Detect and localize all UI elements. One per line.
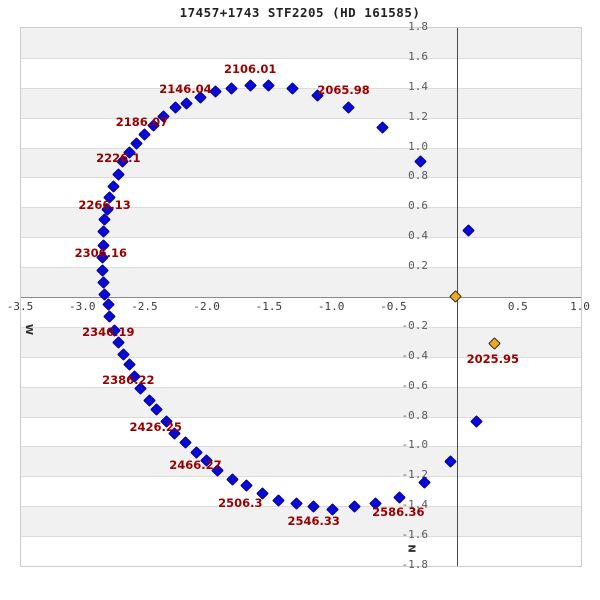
epoch-label: 2586.36 <box>372 504 425 519</box>
epoch-label: 2346.19 <box>82 325 135 340</box>
background-band <box>21 386 581 417</box>
epoch-label: 2025.95 <box>466 352 520 367</box>
epoch-label: 2546.33 <box>287 513 340 528</box>
y-tick-label: -0.6 <box>401 378 429 392</box>
background-band <box>21 87 581 118</box>
chart-title: 17457+1743 STF2205 (HD 161585) <box>179 5 421 20</box>
x-tick-label: 1.0 <box>570 300 590 313</box>
gridline <box>21 536 581 538</box>
plot-area <box>20 27 582 567</box>
y-tick-label: 1.6 <box>408 49 428 63</box>
gridline <box>21 117 581 119</box>
y-tick-label: 1.8 <box>408 20 428 33</box>
gridline <box>21 147 581 149</box>
y-tick-label: 1.2 <box>408 109 428 123</box>
gridline <box>21 57 581 59</box>
y-tick-label: -1.0 <box>401 438 429 452</box>
background-band <box>21 57 581 88</box>
epoch-label: 2506.3 <box>218 495 263 510</box>
background-band <box>21 207 581 238</box>
y-tick-label: 1.0 <box>408 139 428 153</box>
background-band <box>21 28 581 58</box>
y-tick-label: -0.2 <box>401 318 429 332</box>
gridline <box>21 416 581 418</box>
epoch-label: 2146.04 <box>159 81 212 96</box>
x-tick-label: -3.5 <box>6 300 34 313</box>
gridline <box>21 356 581 358</box>
background-band <box>21 267 581 297</box>
y-tick-label: 0.4 <box>408 229 428 243</box>
y-tick-label: 0.6 <box>408 199 428 213</box>
background-band <box>21 416 581 447</box>
epoch-label: 2065.98 <box>317 83 370 98</box>
y-tick-label: -0.4 <box>401 348 429 362</box>
x-axis-line <box>21 297 581 298</box>
y-tick-label: 0.2 <box>408 259 428 273</box>
gridline <box>21 87 581 89</box>
gridline <box>21 506 581 508</box>
direction-west-label: W <box>23 323 35 336</box>
epoch-label: 2226.1 <box>96 150 141 165</box>
epoch-label: 2186.07 <box>115 114 169 129</box>
gridline <box>21 446 581 448</box>
y-tick-label: 1.4 <box>408 79 428 93</box>
background-band <box>21 356 581 387</box>
direction-north-label: N <box>405 544 417 553</box>
background-band <box>21 117 581 148</box>
epoch-label: 2106.01 <box>224 62 277 77</box>
x-tick-label: -1.0 <box>317 300 345 313</box>
x-tick-label: -2.0 <box>193 300 220 313</box>
epoch-label: 2306.16 <box>74 246 128 261</box>
background-band <box>21 446 581 477</box>
gridline <box>21 386 581 388</box>
gridline <box>21 476 581 478</box>
epoch-label: 2266.13 <box>78 198 131 213</box>
x-tick-label: -0.5 <box>380 300 407 313</box>
y-tick-label: -1.8 <box>401 558 429 571</box>
epoch-label: 2386.22 <box>102 373 155 388</box>
x-tick-label: 0.5 <box>507 300 528 313</box>
y-tick-label: -1.4 <box>401 498 429 512</box>
gridline <box>21 207 581 209</box>
y-tick-label: -0.8 <box>401 408 429 422</box>
x-tick-label: -3.0 <box>68 300 96 313</box>
background-band <box>21 506 581 537</box>
background-band <box>21 237 581 268</box>
gridline <box>21 267 581 269</box>
x-tick-label: -1.5 <box>255 300 283 313</box>
gridline <box>21 237 581 239</box>
background-band <box>21 536 581 566</box>
background-band <box>21 297 581 327</box>
gridline <box>21 177 581 179</box>
epoch-label: 2466.27 <box>169 458 222 473</box>
x-tick-label: -2.5 <box>131 300 158 313</box>
gridline <box>21 326 581 328</box>
y-tick-label: -1.6 <box>401 528 429 542</box>
y-tick-label: 0.8 <box>408 169 428 183</box>
epoch-label: 2426.25 <box>129 419 182 434</box>
